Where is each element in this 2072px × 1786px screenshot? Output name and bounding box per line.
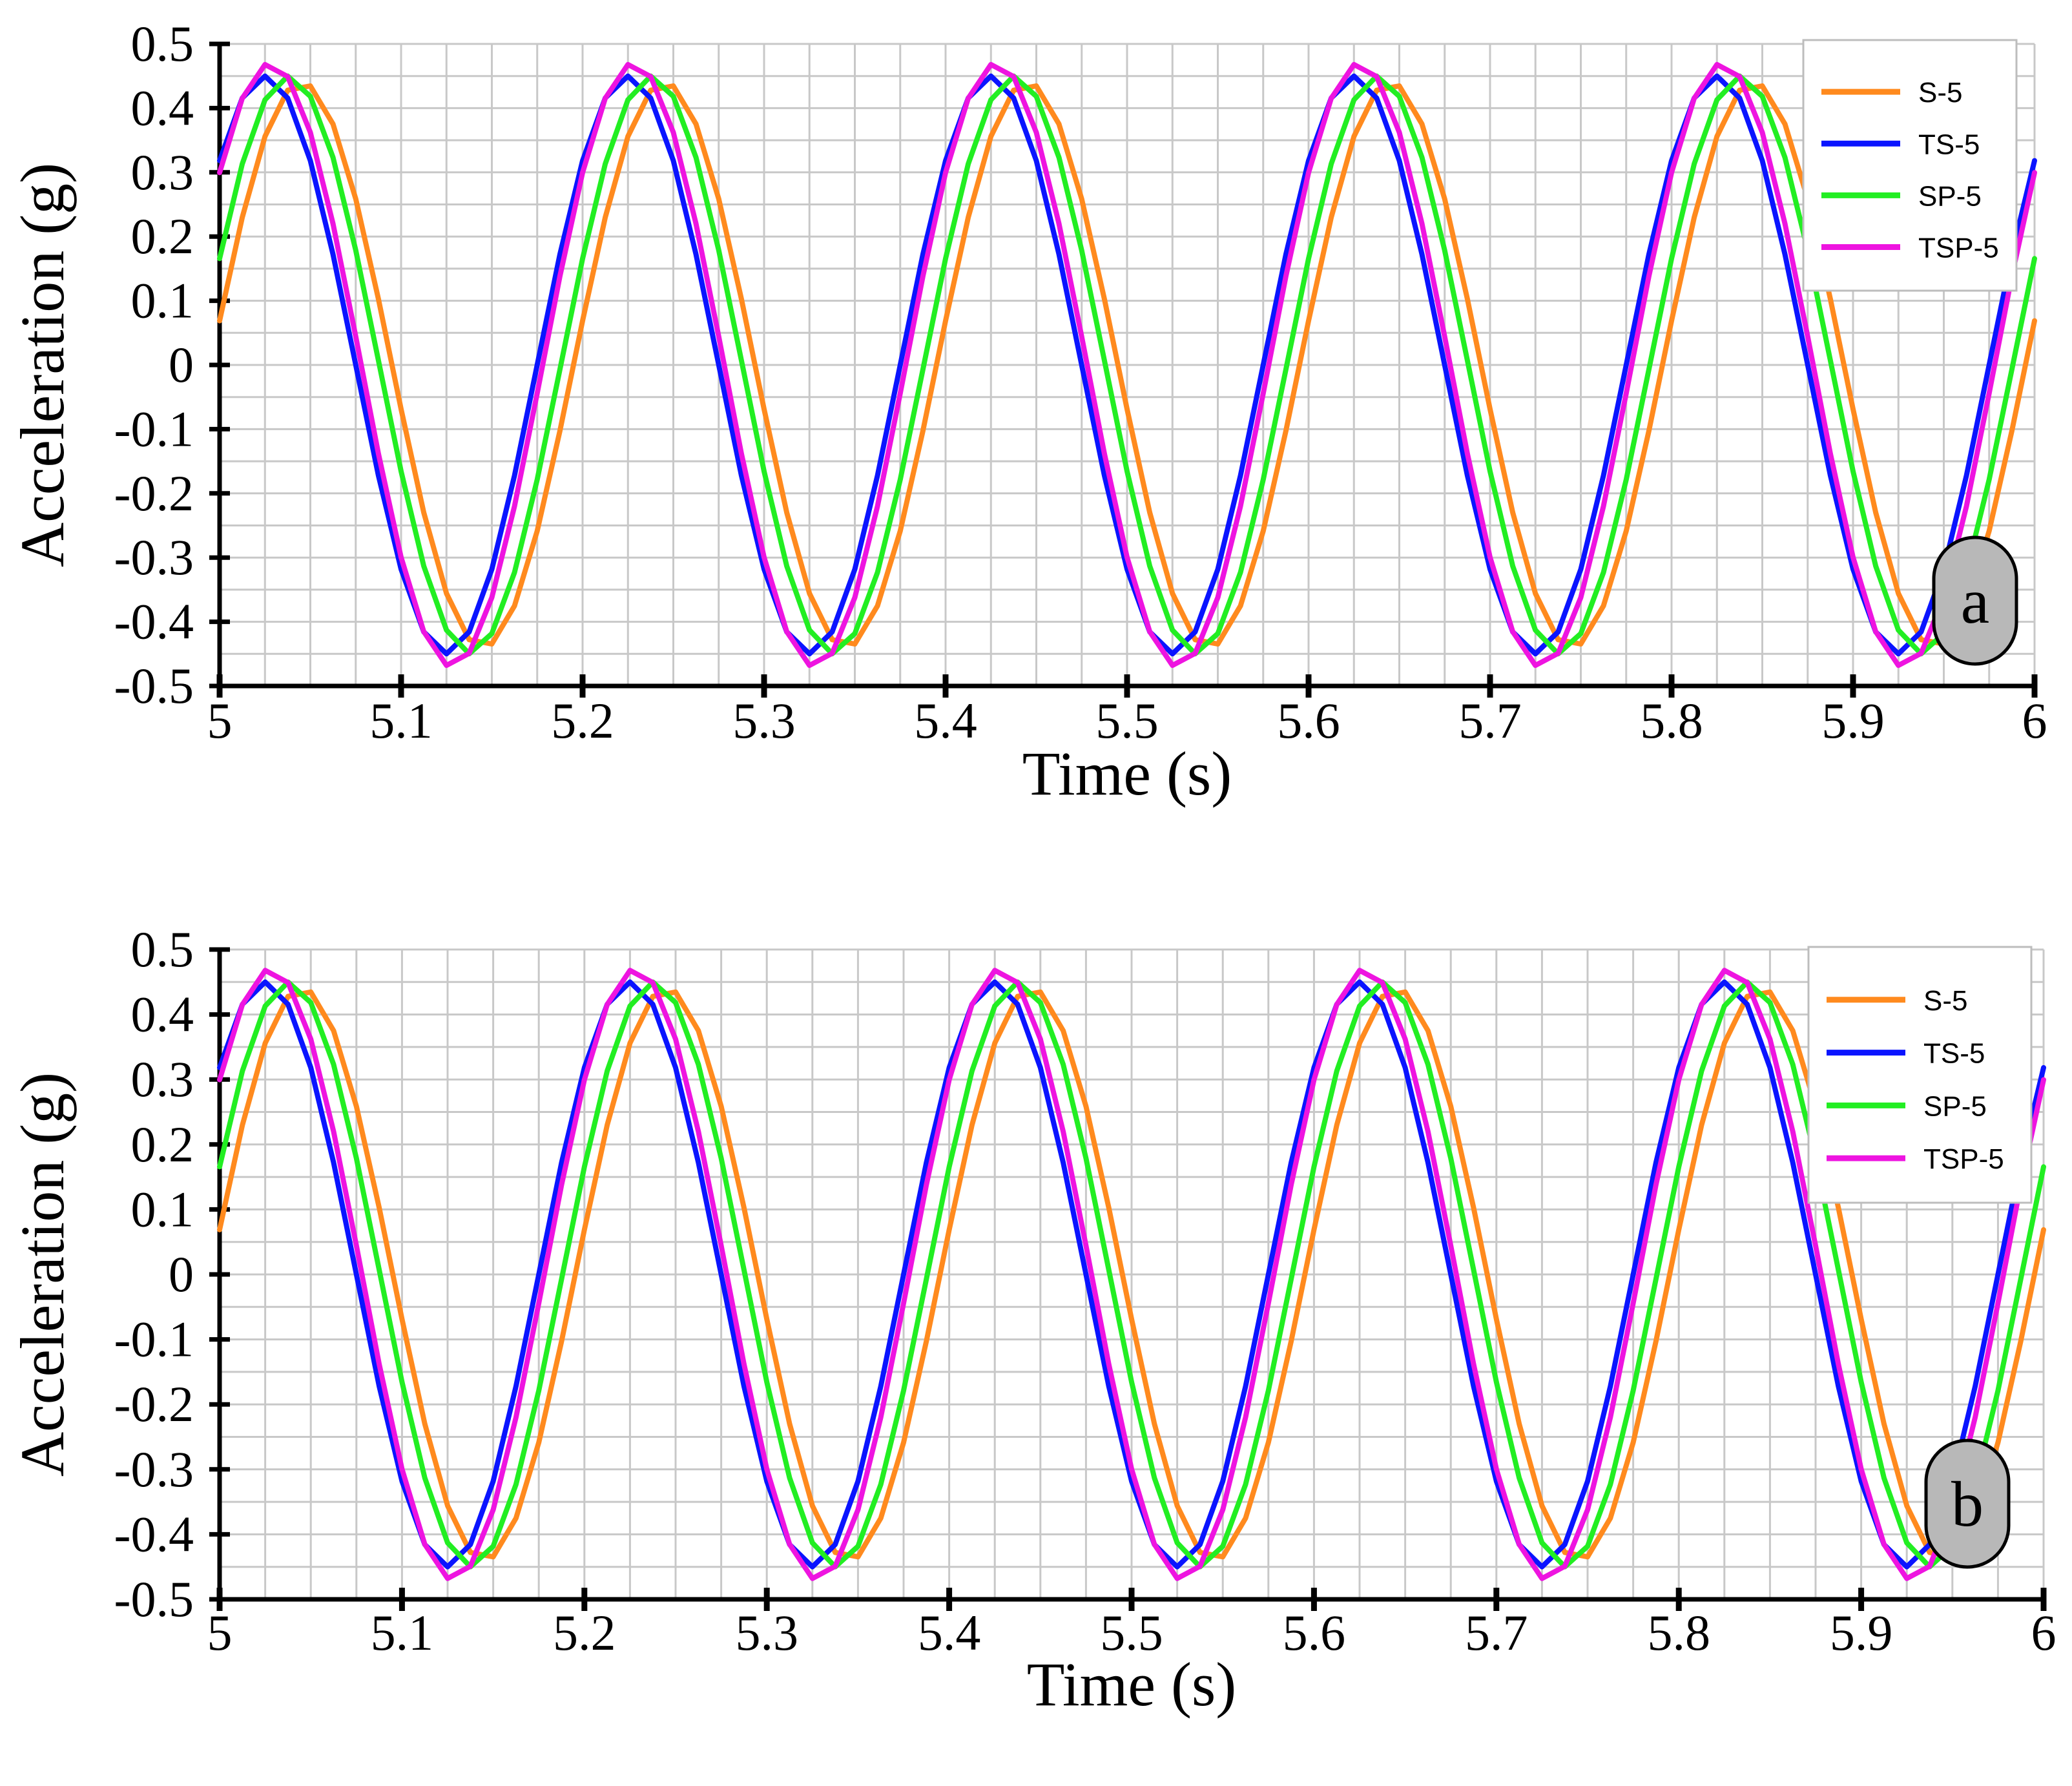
- series-line-S-5: [217, 989, 2046, 1560]
- series-line-SP-5: [217, 73, 2037, 657]
- x-tick-label: 6: [2031, 1604, 2056, 1661]
- x-tick-label: 5.4: [918, 1604, 981, 1661]
- x-tick-label: 5.9: [1830, 1604, 1893, 1661]
- legend: S-5 TS-5 SP-5 TSP-5: [1802, 39, 2018, 292]
- series-line-TS-5: [217, 73, 2037, 657]
- panel-tag: b: [1924, 1438, 2011, 1569]
- chart-panel-b: 5 5.1 5.2 5.3 5.4 5.5 5.6 5.7 5.8 5.9 6 0.5 0.4 0.3 0.…: [8, 921, 2056, 1719]
- x-tick-label: 5.3: [735, 1604, 798, 1661]
- panel-tag-label: b: [1951, 1468, 1984, 1540]
- y-axis-title: Acceleration (g): [8, 1072, 77, 1477]
- x-tick-label: 5.5: [1095, 692, 1159, 749]
- x-tick-label: 5.7: [1458, 692, 1522, 749]
- x-tick-label: 5: [207, 692, 233, 749]
- y-tick-label: 0.2: [131, 1116, 194, 1172]
- y-tick-label: 0: [169, 1246, 194, 1302]
- y-tick-label: -0.2: [114, 1376, 194, 1432]
- x-tick-label: 5.5: [1100, 1604, 1163, 1661]
- x-tick-label: 5.1: [369, 692, 433, 749]
- y-tick-label: 0.2: [131, 208, 194, 264]
- y-tick-label: -0.1: [114, 1311, 194, 1367]
- y-tick-label: -0.5: [114, 658, 194, 714]
- x-tick-label: 5.8: [1640, 692, 1703, 749]
- y-tick-label: 0: [169, 337, 194, 393]
- panel-tag: a: [1932, 535, 2018, 666]
- legend-label: S-5: [1923, 985, 1967, 1017]
- legend-label: SP-5: [1918, 180, 1982, 212]
- x-tick-label: 5.2: [553, 1604, 616, 1661]
- y-tick-label: 0.1: [131, 1181, 194, 1237]
- series-lines: [217, 61, 2037, 669]
- y-tick-label: 0.3: [131, 144, 194, 200]
- x-tick-label: 5: [207, 1604, 233, 1661]
- series-line-TS-5: [217, 979, 2046, 1570]
- x-tick-label: 5.3: [732, 692, 796, 749]
- x-tick-label: 5.6: [1283, 1604, 1346, 1661]
- series-lines: [217, 968, 2046, 1581]
- y-tick-label: 0.5: [131, 16, 194, 72]
- legend-label: TS-5: [1923, 1038, 1985, 1070]
- y-tick-label: -0.3: [114, 529, 194, 585]
- y-tick-label: 0.4: [131, 986, 194, 1043]
- panel-tag-label: a: [1961, 565, 1989, 637]
- x-tick-label: 5.2: [551, 692, 614, 749]
- y-tick-label: -0.4: [114, 1506, 194, 1562]
- x-tick-label: 5.8: [1647, 1604, 1710, 1661]
- series-line-S-5: [217, 83, 2037, 647]
- y-tick-label: 0.3: [131, 1051, 194, 1107]
- series-line-SP-5: [217, 979, 2046, 1570]
- series-line-TSP-5: [217, 61, 2037, 669]
- y-tick-label: 0.1: [131, 273, 194, 329]
- legend-label: TSP-5: [1918, 233, 1999, 264]
- x-tick-label: 5.4: [914, 692, 977, 749]
- y-tick-label: -0.4: [114, 594, 194, 650]
- x-tick-label: 5.6: [1277, 692, 1340, 749]
- y-tick-label: -0.1: [114, 400, 194, 457]
- panel-tag-badge: [1924, 1438, 2011, 1569]
- x-axis-title: Time (s): [1022, 739, 1232, 808]
- legend-label: TS-5: [1918, 129, 1980, 160]
- y-tick-label: -0.3: [114, 1441, 194, 1497]
- y-tick-label: 0.5: [131, 921, 194, 977]
- panel-tag-badge: [1932, 535, 2018, 666]
- y-tick-label: -0.2: [114, 465, 194, 521]
- x-tick-label: 6: [2022, 692, 2047, 749]
- y-tick-label: -0.5: [114, 1571, 194, 1627]
- y-axis-title: Acceleration (g): [8, 163, 77, 567]
- x-tick-label: 5.7: [1465, 1604, 1528, 1661]
- x-tick-label: 5.1: [371, 1604, 434, 1661]
- legend-label: TSP-5: [1923, 1143, 2004, 1175]
- series-line-TSP-5: [217, 968, 2046, 1581]
- legend-label: S-5: [1918, 77, 1962, 109]
- x-axis-title: Time (s): [1027, 1650, 1237, 1719]
- x-tick-label: 5.9: [1821, 692, 1885, 749]
- y-tick-label: 0.4: [131, 79, 194, 136]
- legend-label: SP-5: [1923, 1090, 1987, 1122]
- legend: S-5 TS-5 SP-5 TSP-5: [1807, 946, 2033, 1204]
- chart-panel-a: 5 5.1 5.2 5.3 5.4 5.5 5.6 5.7 5.8 5.9 6 0.5 0.4 0.3 0.…: [8, 16, 2047, 808]
